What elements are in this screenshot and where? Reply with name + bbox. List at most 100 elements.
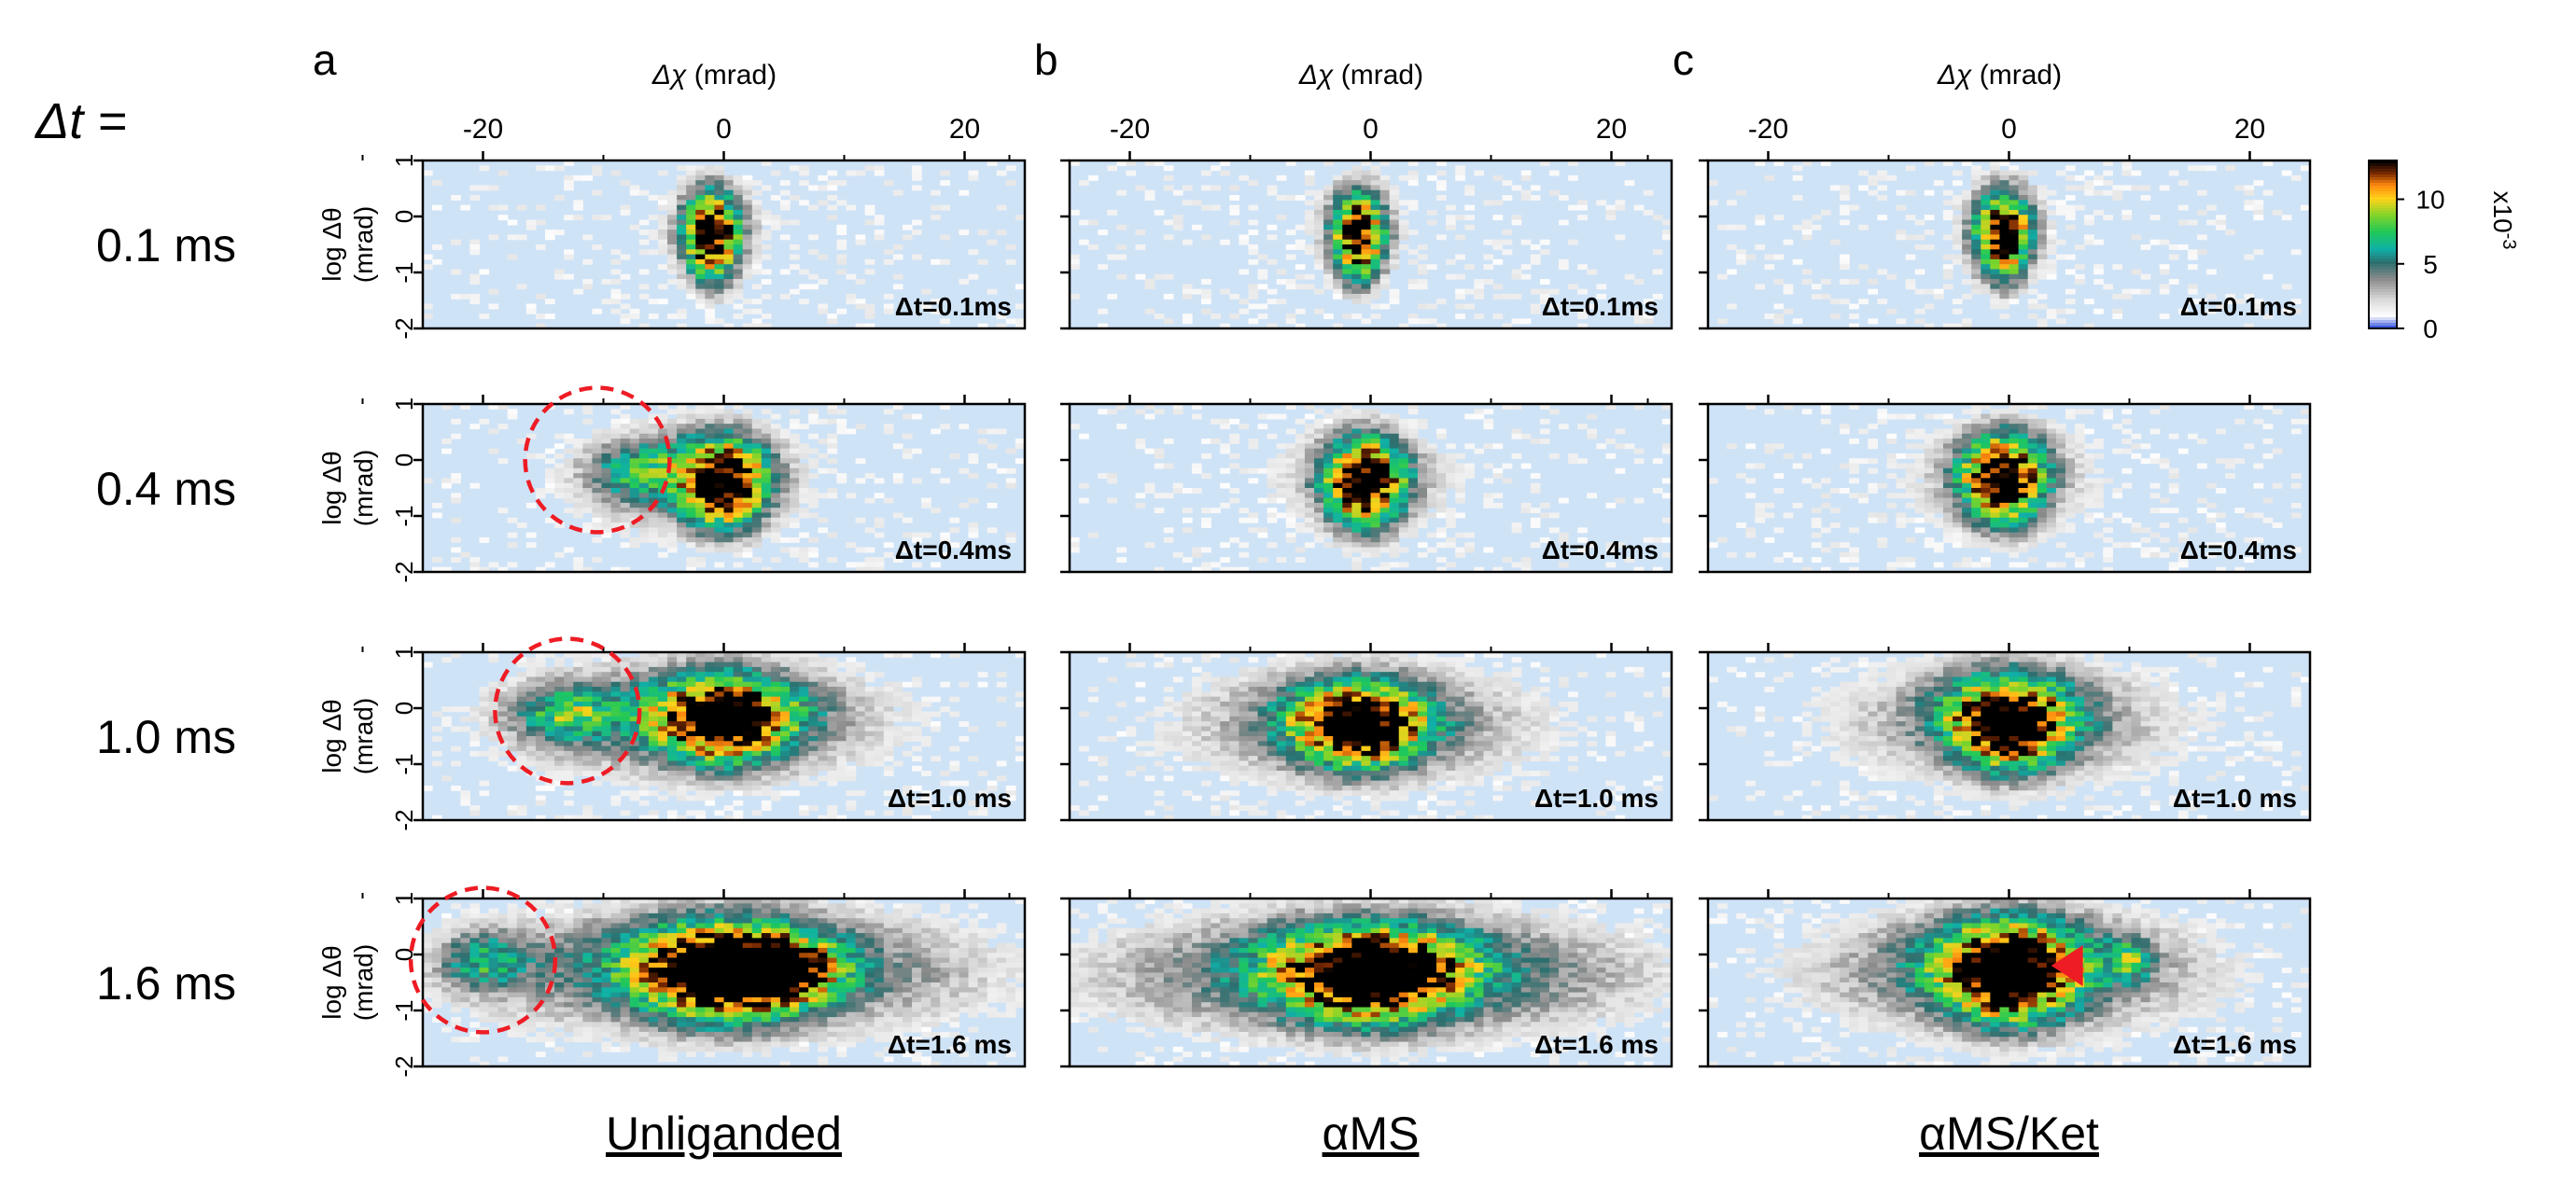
heatmap-cell xyxy=(582,987,594,994)
heatmap-cell xyxy=(469,273,481,280)
heatmap-cell xyxy=(742,706,753,713)
heatmap-cell xyxy=(554,908,565,914)
heatmap-cell xyxy=(629,189,640,196)
heatmap-cell xyxy=(667,933,678,939)
heatmap-cell xyxy=(864,701,875,707)
heatmap-cell xyxy=(742,467,753,474)
heatmap-cell xyxy=(677,681,687,688)
heatmap-cell xyxy=(610,662,622,668)
heatmap-cell xyxy=(592,741,603,747)
heatmap-cell xyxy=(1314,244,1324,250)
heatmap-cell xyxy=(601,497,612,504)
heatmap-cell xyxy=(874,736,885,742)
heatmap-cell xyxy=(751,662,763,668)
heatmap-cell xyxy=(657,736,668,742)
heatmap-cell xyxy=(667,512,678,519)
heatmap-cell xyxy=(667,750,678,757)
heatmap-cell xyxy=(723,517,735,523)
heatmap-cell xyxy=(892,912,903,919)
heatmap-cell xyxy=(564,800,574,806)
heatmap-cell xyxy=(469,1002,481,1009)
heatmap-cell xyxy=(827,1041,838,1048)
heatmap-cell xyxy=(808,992,819,998)
heatmap-cell xyxy=(1652,249,1663,256)
heatmap-cell xyxy=(525,1037,537,1043)
heatmap-cell xyxy=(742,750,753,757)
heatmap-cell xyxy=(657,780,668,787)
heatmap-cell xyxy=(573,701,583,707)
heatmap-cell xyxy=(582,409,594,415)
heatmap-cell xyxy=(883,962,894,968)
heatmap-cell xyxy=(545,942,555,949)
heatmap-cell xyxy=(733,982,744,988)
heatmap-cell xyxy=(864,497,875,504)
heatmap-cell xyxy=(864,923,875,929)
heatmap-cell xyxy=(460,942,470,949)
heatmap-cell xyxy=(695,458,706,465)
heatmap-cell xyxy=(667,815,678,821)
heatmap-cell xyxy=(488,303,499,310)
heatmap-cell xyxy=(507,912,518,919)
heatmap-cell xyxy=(497,215,509,221)
heatmap-cell xyxy=(573,652,583,658)
heatmap-cell xyxy=(592,731,603,737)
heatmap-cell xyxy=(638,756,650,762)
heatmap-cell xyxy=(733,508,744,514)
heatmap-cell xyxy=(751,696,763,703)
heatmap-cell xyxy=(751,687,763,692)
heatmap-cell xyxy=(827,687,838,692)
heatmap-cell xyxy=(677,413,687,420)
heatmap-cell xyxy=(695,977,706,983)
heatmap-cell xyxy=(733,204,744,211)
heatmap-cell xyxy=(959,279,970,285)
heatmap-cell xyxy=(921,987,931,994)
heatmap-cell xyxy=(714,736,725,742)
heatmap-cell xyxy=(723,269,735,275)
heatmap-cell xyxy=(469,992,481,998)
heatmap-cell xyxy=(1163,273,1174,280)
heatmap-cell xyxy=(479,711,490,717)
heatmap-cell xyxy=(610,953,622,959)
heatmap-cell xyxy=(573,977,583,983)
heatmap-cell xyxy=(827,443,838,450)
heatmap-cell xyxy=(507,517,518,523)
heatmap-cell xyxy=(892,726,903,732)
heatmap-cell xyxy=(686,288,696,295)
heatmap-cell xyxy=(432,977,442,983)
heatmap-cell xyxy=(968,532,979,538)
heatmap-cell xyxy=(892,908,903,914)
heatmap-cell xyxy=(1379,219,1391,226)
heatmap-cell xyxy=(677,433,687,439)
heatmap-cell xyxy=(892,244,903,250)
heatmap-cell xyxy=(657,536,668,543)
heatmap-cell xyxy=(846,942,857,949)
heatmap-cell xyxy=(525,706,537,713)
heatmap-cell xyxy=(667,209,678,216)
heatmap-cell xyxy=(507,1031,518,1038)
heatmap-cell xyxy=(779,204,791,211)
heatmap-cell xyxy=(1389,185,1400,191)
heatmap-cell xyxy=(761,1007,772,1013)
heatmap-cell xyxy=(582,805,594,812)
heatmap-cell xyxy=(892,1031,903,1038)
heatmap-cell xyxy=(808,731,819,737)
heatmap-cell xyxy=(516,756,527,762)
heatmap-cell xyxy=(723,1007,735,1013)
heatmap-cell xyxy=(479,313,490,320)
heatmap-cell xyxy=(1370,209,1381,216)
heatmap-cell xyxy=(507,409,518,415)
heatmap-cell xyxy=(902,977,913,983)
heatmap-cell xyxy=(545,458,555,465)
heatmap-cell xyxy=(657,527,668,534)
heatmap-cell xyxy=(657,473,668,480)
heatmap-cell xyxy=(855,977,866,983)
heatmap-cell xyxy=(761,467,772,474)
heatmap-cell xyxy=(610,448,622,454)
heatmap-cell xyxy=(836,428,847,435)
heatmap-cell xyxy=(883,927,894,934)
heatmap-cell xyxy=(864,996,875,1003)
heatmap-cell xyxy=(742,482,753,489)
heatmap-cell xyxy=(864,527,875,534)
heatmap-cell xyxy=(714,672,725,678)
heatmap-cell xyxy=(592,497,603,504)
